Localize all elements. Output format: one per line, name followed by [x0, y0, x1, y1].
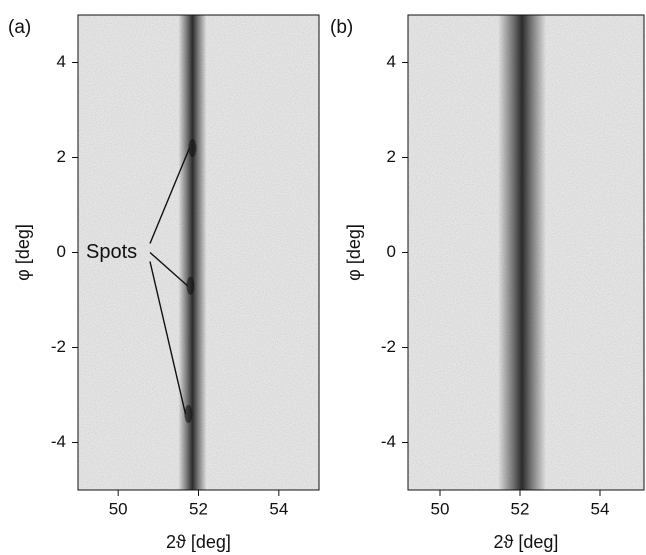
y-axis-label: φ [deg]	[13, 224, 33, 281]
y-tick-label: 2	[57, 147, 66, 166]
x-tick-label: 52	[189, 499, 208, 518]
x-tick-label: 50	[431, 499, 450, 518]
x-tick-label: 50	[109, 499, 128, 518]
y-tick-label: -4	[381, 432, 396, 451]
annotation-arrow	[149, 261, 187, 415]
spot	[186, 276, 195, 295]
y-tick-label: 4	[57, 52, 66, 71]
x-axis-label: 2ϑ [deg]	[166, 532, 231, 552]
panel-label: (b)	[330, 17, 353, 38]
annotation-text: Spots	[86, 241, 137, 263]
panel-label: (a)	[8, 17, 31, 38]
y-tick-label: 0	[57, 242, 66, 261]
spot	[188, 139, 197, 157]
y-tick-label: -2	[381, 337, 396, 356]
y-tick-label: 0	[387, 242, 396, 261]
x-tick-label: 52	[511, 499, 530, 518]
x-tick-label: 54	[269, 499, 288, 518]
panel: 50 52 54 -4 -2 0 2 4 (a) 2ϑ [deg] φ [deg] Spots	[8, 14, 320, 552]
y-tick-label: 2	[387, 147, 396, 166]
y-tick-label: -2	[51, 337, 66, 356]
x-tick-label: 54	[591, 499, 610, 518]
panel: 50 52 54 -4 -2 0 2 4 (b) 2ϑ [deg] φ [deg]	[330, 14, 645, 552]
y-axis-label: φ [deg]	[344, 224, 364, 281]
annotation-arrow	[149, 147, 191, 244]
y-tick-label: -4	[51, 432, 66, 451]
x-axis-label: 2ϑ [deg]	[494, 532, 559, 552]
annotation-arrow	[149, 251, 188, 287]
diffraction-band	[178, 15, 207, 490]
diffraction-band	[498, 15, 546, 490]
y-tick-label: 4	[387, 52, 396, 71]
spot	[184, 405, 193, 423]
